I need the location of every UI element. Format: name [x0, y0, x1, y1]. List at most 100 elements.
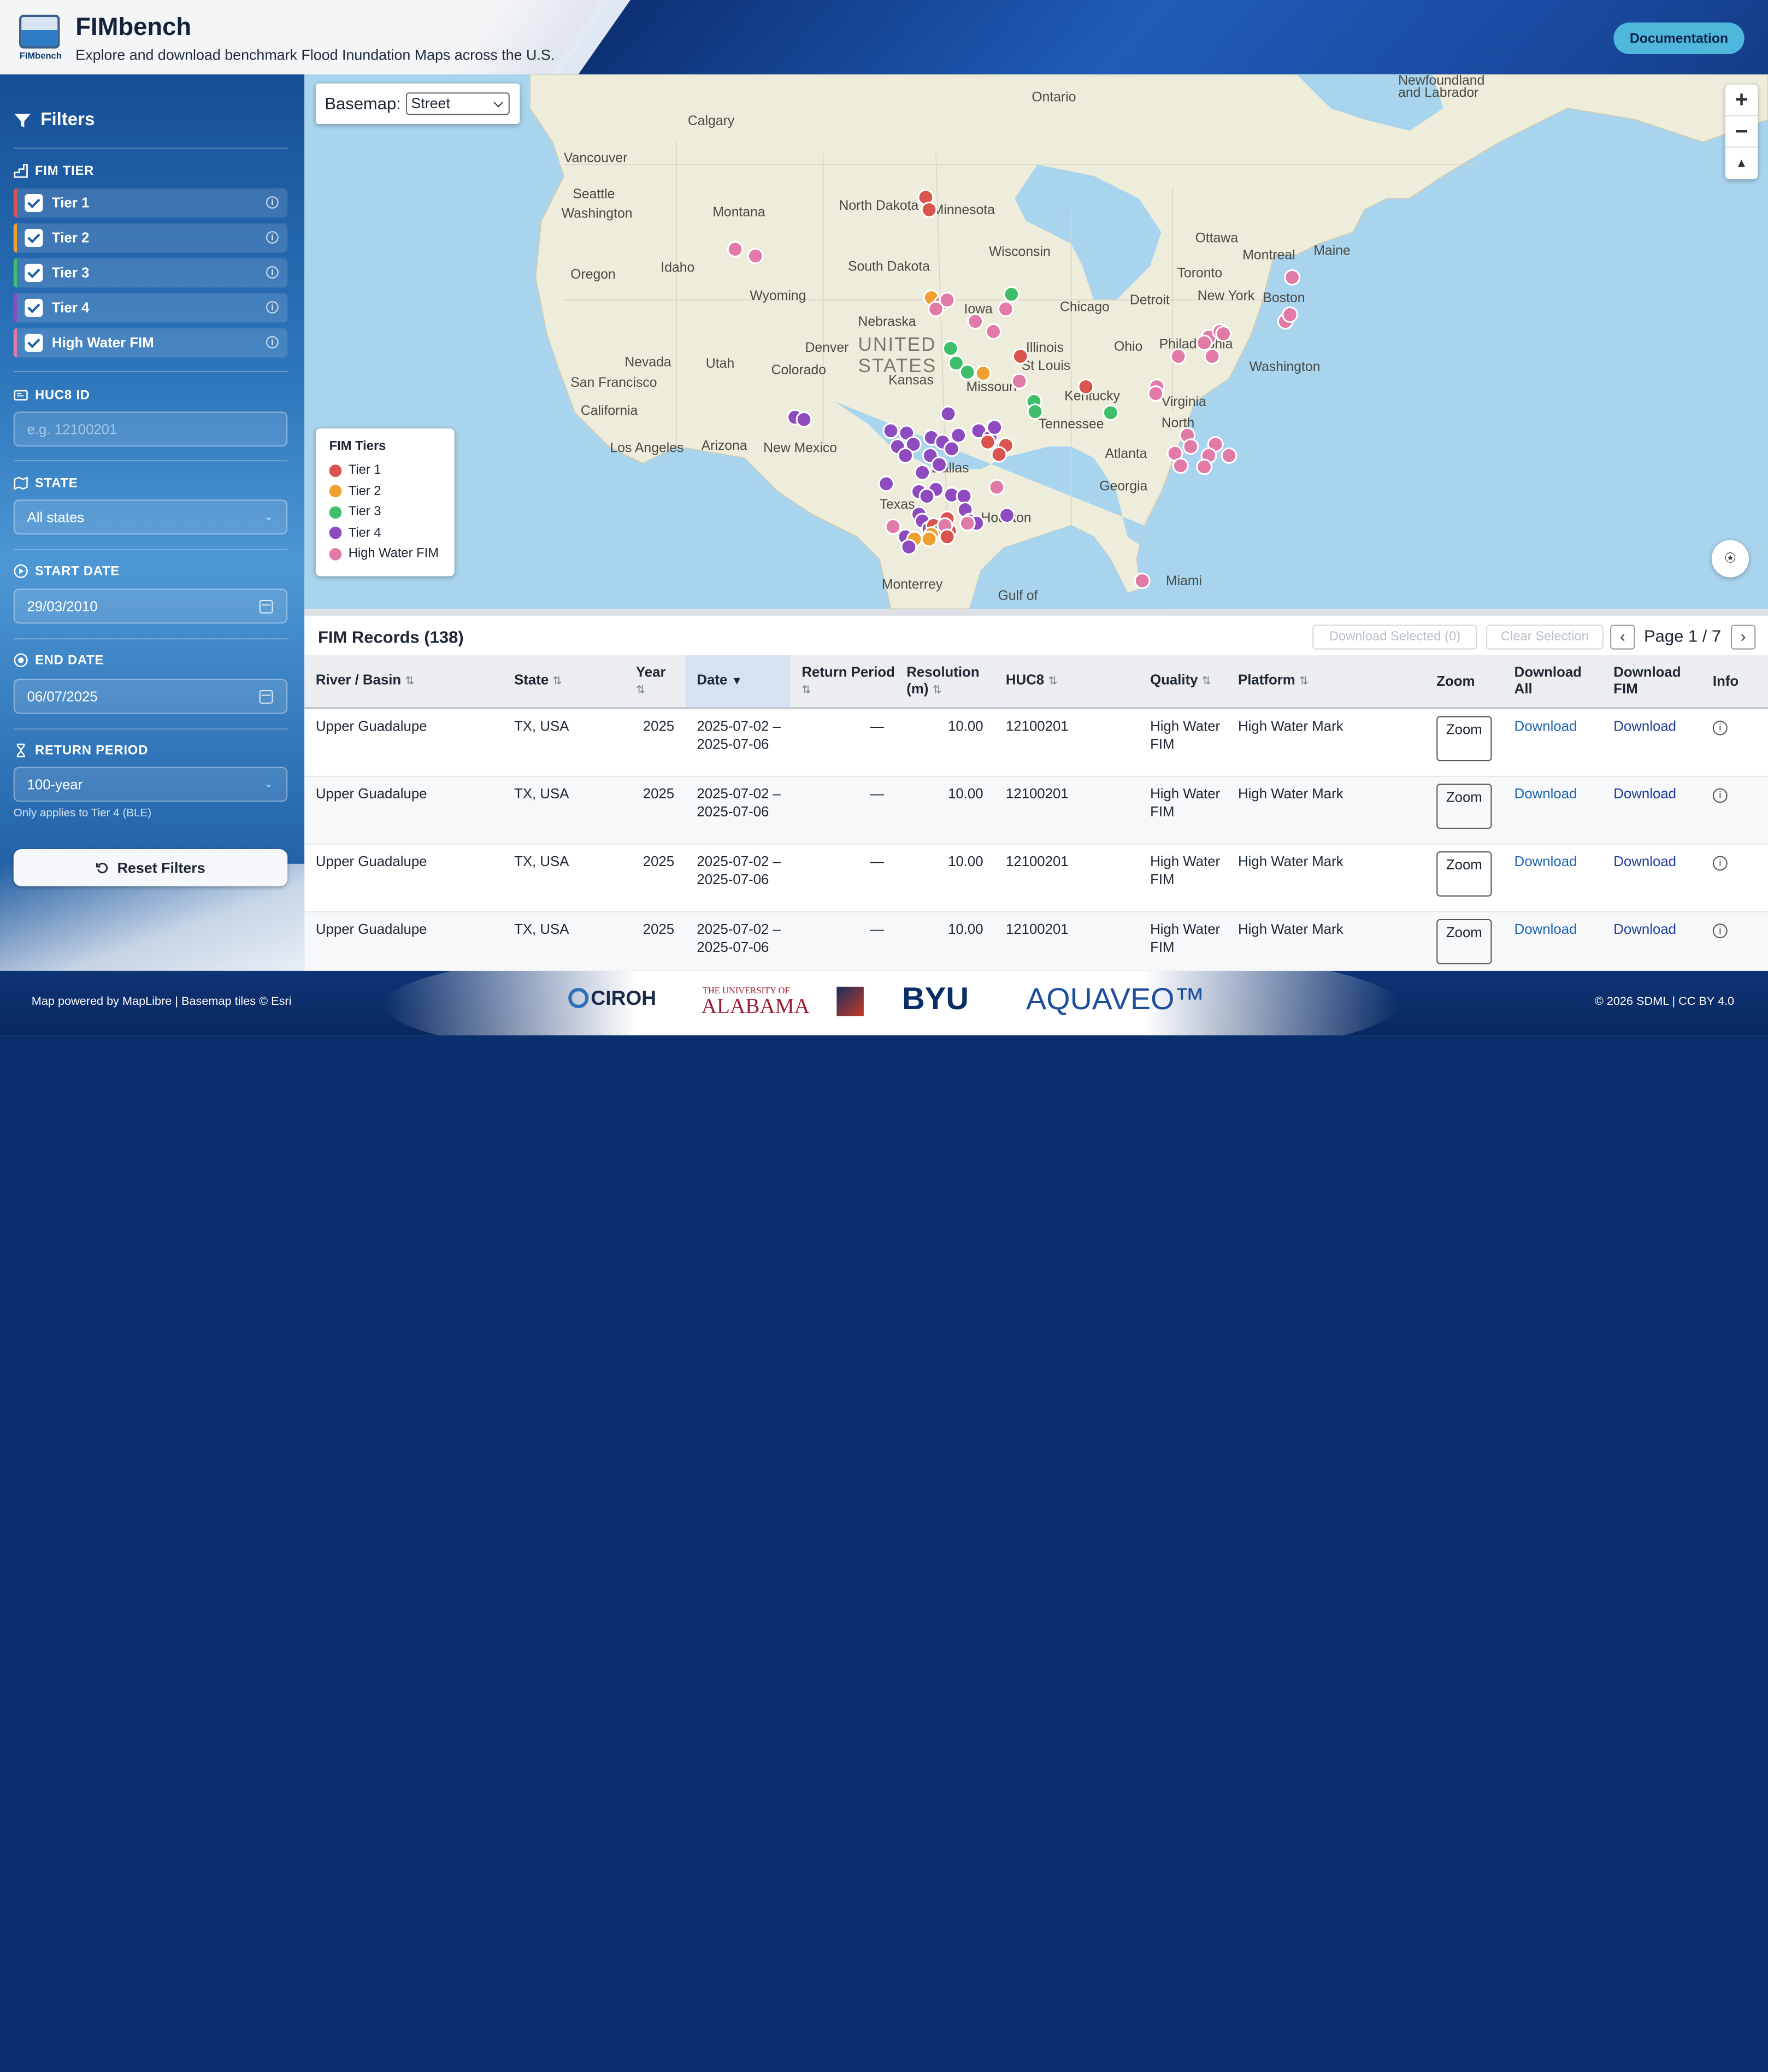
fim-marker[interactable] [897, 447, 914, 464]
compass-icon[interactable]: ▲ [1735, 156, 1748, 170]
fim-marker[interactable] [795, 411, 812, 428]
fim-marker[interactable] [747, 248, 764, 264]
info-icon[interactable]: i [1712, 855, 1728, 870]
fim-marker[interactable] [1027, 403, 1044, 420]
fim-marker[interactable] [975, 365, 992, 382]
download-all-link[interactable]: Download [1514, 921, 1577, 937]
download-fim-link[interactable]: Download [1613, 785, 1677, 802]
col-platform[interactable]: Platform ⇅ [1227, 655, 1425, 710]
fim-marker[interactable] [918, 488, 935, 505]
prev-page-button[interactable]: ‹ [1610, 625, 1635, 650]
tier-checkbox[interactable] [25, 333, 43, 352]
fim-marker[interactable] [921, 201, 938, 218]
col-quality[interactable]: Quality ⇅ [1139, 655, 1227, 710]
calendar-icon[interactable] [259, 599, 273, 614]
download-all-link[interactable]: Download [1514, 718, 1577, 734]
start-date-input[interactable]: 29/03/2010 [13, 588, 288, 624]
tier-checkbox[interactable] [25, 193, 43, 212]
clear-selection-button[interactable]: Clear Selection [1486, 625, 1604, 650]
fim-marker[interactable] [1182, 438, 1199, 455]
fim-marker[interactable] [986, 419, 1003, 436]
fim-marker[interactable] [939, 292, 956, 308]
fim-marker[interactable] [1147, 385, 1164, 402]
zoom-button[interactable]: Zoom [1436, 783, 1492, 828]
fim-marker[interactable] [1282, 306, 1298, 323]
fim-marker[interactable] [1284, 269, 1301, 286]
fim-marker[interactable] [1102, 404, 1119, 421]
fim-marker[interactable] [943, 440, 960, 457]
fim-marker[interactable] [1012, 348, 1029, 365]
col-return-period[interactable]: Return Period ⇅ [790, 655, 895, 710]
alabama-logo[interactable]: ALABAMA [701, 994, 810, 1019]
map-view[interactable]: Calgary Vancouver Seattle Washington Oregon I… [304, 74, 1768, 609]
fim-marker[interactable] [959, 364, 976, 381]
tier-checkbox[interactable] [25, 298, 43, 317]
fim-marker[interactable] [1077, 378, 1094, 395]
zoom-button[interactable]: Zoom [1436, 716, 1492, 762]
app-logo[interactable]: FIMbench [16, 14, 66, 63]
fim-marker[interactable] [1196, 458, 1213, 475]
download-fim-link[interactable]: Download [1613, 921, 1677, 937]
fim-marker[interactable] [882, 422, 899, 439]
fim-marker[interactable] [900, 538, 917, 555]
table-row[interactable]: Upper Guadalupe TX, USA 2025 2025-07-02 – 2… [304, 775, 1768, 844]
fim-marker[interactable] [727, 241, 744, 258]
fim-marker[interactable] [988, 479, 1005, 496]
aquaveo-logo[interactable]: AQUAVEO™ [1026, 982, 1205, 1016]
info-icon[interactable]: i [266, 301, 279, 314]
fim-marker[interactable] [1221, 447, 1237, 464]
fim-marker[interactable] [885, 518, 901, 535]
fim-marker[interactable] [1215, 325, 1232, 342]
tier-option-4[interactable]: Tier 4 i [13, 293, 288, 323]
fim-marker[interactable] [942, 340, 959, 357]
next-page-button[interactable]: › [1730, 625, 1756, 650]
huc8-input[interactable]: e.g. 12100201 [13, 411, 288, 447]
info-icon[interactable]: i [266, 336, 279, 349]
fim-marker[interactable] [956, 488, 973, 505]
table-row[interactable]: Upper Guadalupe TX, USA 2025 2025-07-02 – 2… [304, 843, 1768, 912]
fim-marker[interactable] [991, 446, 1007, 463]
byu-logo[interactable]: BYU [902, 981, 969, 1016]
zoom-out-button[interactable]: − [1725, 116, 1758, 148]
fim-marker[interactable] [1011, 373, 1028, 390]
tier-checkbox[interactable] [25, 263, 43, 282]
zoom-button[interactable]: Zoom [1436, 851, 1492, 896]
fim-markers[interactable] [727, 189, 1301, 589]
calendar-icon[interactable] [259, 690, 273, 704]
map-canvas[interactable]: Calgary Vancouver Seattle Washington Oregon I… [304, 74, 1768, 609]
state-select[interactable]: All states ⌄ [13, 499, 288, 535]
fim-marker[interactable] [940, 405, 957, 422]
fim-marker[interactable] [948, 355, 965, 372]
info-icon[interactable]: i [1712, 787, 1728, 803]
col-river[interactable]: River / Basin ⇅ [304, 655, 503, 710]
accessibility-icon[interactable]: ⍟ [1711, 540, 1749, 578]
col-resolution[interactable]: Resolution (m) ⇅ [895, 655, 995, 710]
col-year[interactable]: Year ⇅ [624, 655, 686, 710]
basemap-select[interactable]: Street [405, 92, 509, 115]
fim-marker[interactable] [1196, 334, 1213, 351]
zoom-button[interactable]: Zoom [1436, 918, 1492, 964]
fim-marker[interactable] [939, 528, 956, 545]
ciroh-logo[interactable]: CIROH [568, 987, 656, 1010]
download-all-link[interactable]: Download [1514, 853, 1577, 869]
table-row[interactable]: Upper Guadalupe TX, USA 2025 2025-07-02 – 2… [304, 708, 1768, 776]
fim-marker[interactable] [1172, 457, 1189, 474]
download-fim-link[interactable]: Download [1613, 718, 1677, 734]
fim-marker[interactable] [959, 515, 976, 532]
tier-option-3[interactable]: Tier 3 i [13, 258, 288, 288]
end-date-input[interactable]: 06/07/2025 [13, 679, 288, 714]
info-icon[interactable]: i [266, 266, 279, 279]
fim-marker[interactable] [997, 301, 1014, 317]
fim-marker[interactable] [905, 436, 922, 453]
info-icon[interactable]: i [266, 196, 279, 209]
fim-marker[interactable] [931, 456, 948, 473]
fim-marker[interactable] [1204, 348, 1221, 365]
info-icon[interactable]: i [1712, 720, 1728, 735]
table-row[interactable]: Upper Guadalupe TX, USA 2025 2025-07-02 – 2… [304, 911, 1768, 971]
info-icon[interactable]: i [266, 231, 279, 244]
fim-marker[interactable] [921, 531, 938, 548]
tier-option-2[interactable]: Tier 2 i [13, 223, 288, 253]
fim-marker[interactable] [1134, 572, 1151, 589]
fim-marker[interactable] [979, 434, 996, 450]
zoom-in-button[interactable]: + [1725, 85, 1758, 116]
